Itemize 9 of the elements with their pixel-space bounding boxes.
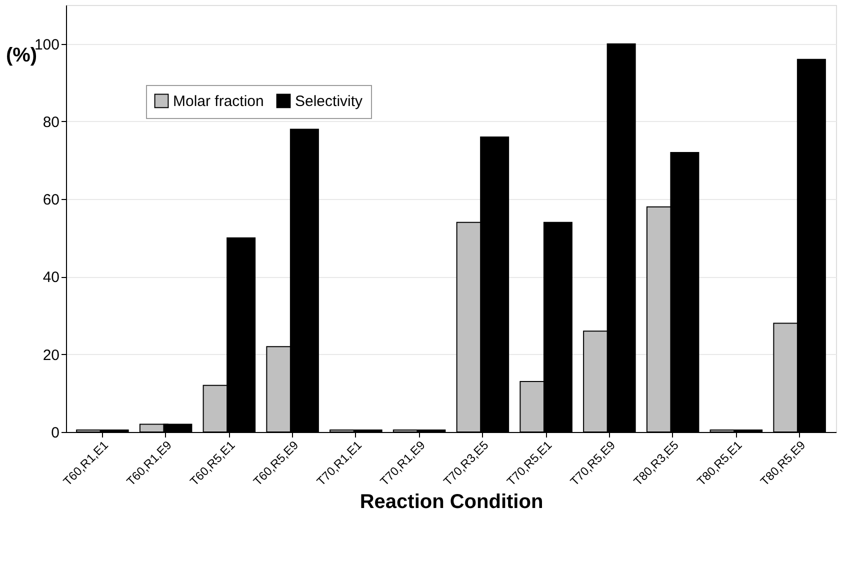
y-axis-title: (%): [6, 44, 38, 66]
legend-label: Molar fraction: [173, 92, 264, 110]
y-tick-label: 0: [51, 424, 60, 442]
x-axis-title: Reaction Condition: [360, 490, 544, 513]
y-tick-label: 80: [42, 114, 60, 131]
y-tick-label: 40: [42, 269, 60, 286]
y-tick-label: 60: [42, 192, 60, 209]
y-tick-label: 20: [42, 346, 60, 364]
legend-label: Selectivity: [295, 92, 364, 110]
